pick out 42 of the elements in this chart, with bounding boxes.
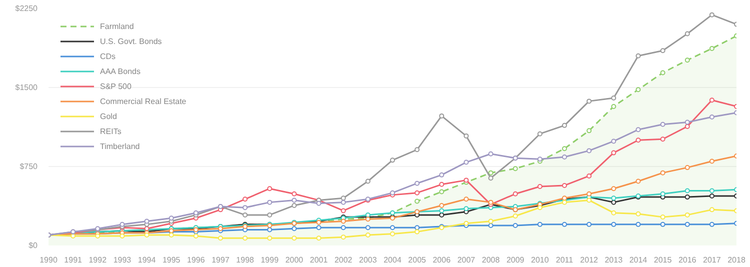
x-tick-label: 2004 [384,256,402,264]
x-tick-label: 2001 [310,256,328,264]
x-tick-label: 2012 [580,256,599,264]
legend-label: Timberland [100,142,140,150]
x-tick-label: 1992 [88,256,108,264]
legend-label: Gold [100,112,118,120]
x-tick-label: 2003 [359,256,378,264]
legend-label: AAA Bonds [100,66,140,76]
legend-label: Commercial Real Estate [100,96,186,106]
x-tick-label: 2002 [334,256,353,264]
x-tick-label: 1998 [236,256,255,264]
y-tick-label: $2250 [15,4,38,13]
x-tick-label: 2009 [506,256,525,264]
y-tick-label: $0 [28,241,38,250]
x-tick-label: 2006 [432,256,452,264]
x-tick-label: 2000 [285,256,304,264]
x-tick-label: 1999 [260,256,280,264]
legend-label: U.S. Govt. Bonds [100,36,162,46]
x-tick-label: 2015 [654,256,672,264]
x-tick-label: 1996 [187,256,206,264]
x-tick-label: 1997 [212,256,230,264]
x-tick-label: 2018 [728,256,746,264]
x-tick-label: 2007 [457,256,476,264]
x-tick-label: 2017 [703,256,722,264]
x-tick-label: 2016 [678,256,697,264]
x-tick-label: 1993 [113,256,132,264]
x-tick-label: 1991 [64,256,83,264]
x-tick-label: 2010 [531,256,550,264]
x-tick-label: 1990 [40,256,58,264]
legend-label: REITs [100,126,122,136]
x-tick-label: 1995 [162,256,181,264]
x-tick-label: 2005 [408,256,427,264]
x-tick-label: 2011 [556,256,574,264]
y-tick-label: $1500 [15,83,38,92]
legend-label: Farmland [100,22,134,30]
y-tick-label: $750 [20,162,38,171]
x-tick-label: 2008 [482,256,500,264]
x-tick-label: 2013 [604,256,624,264]
x-tick-label: 2014 [629,256,648,264]
x-tick-label: 1994 [138,256,156,264]
legend-label: CDs [100,52,117,60]
legend-label: S&P 500 [100,82,132,90]
